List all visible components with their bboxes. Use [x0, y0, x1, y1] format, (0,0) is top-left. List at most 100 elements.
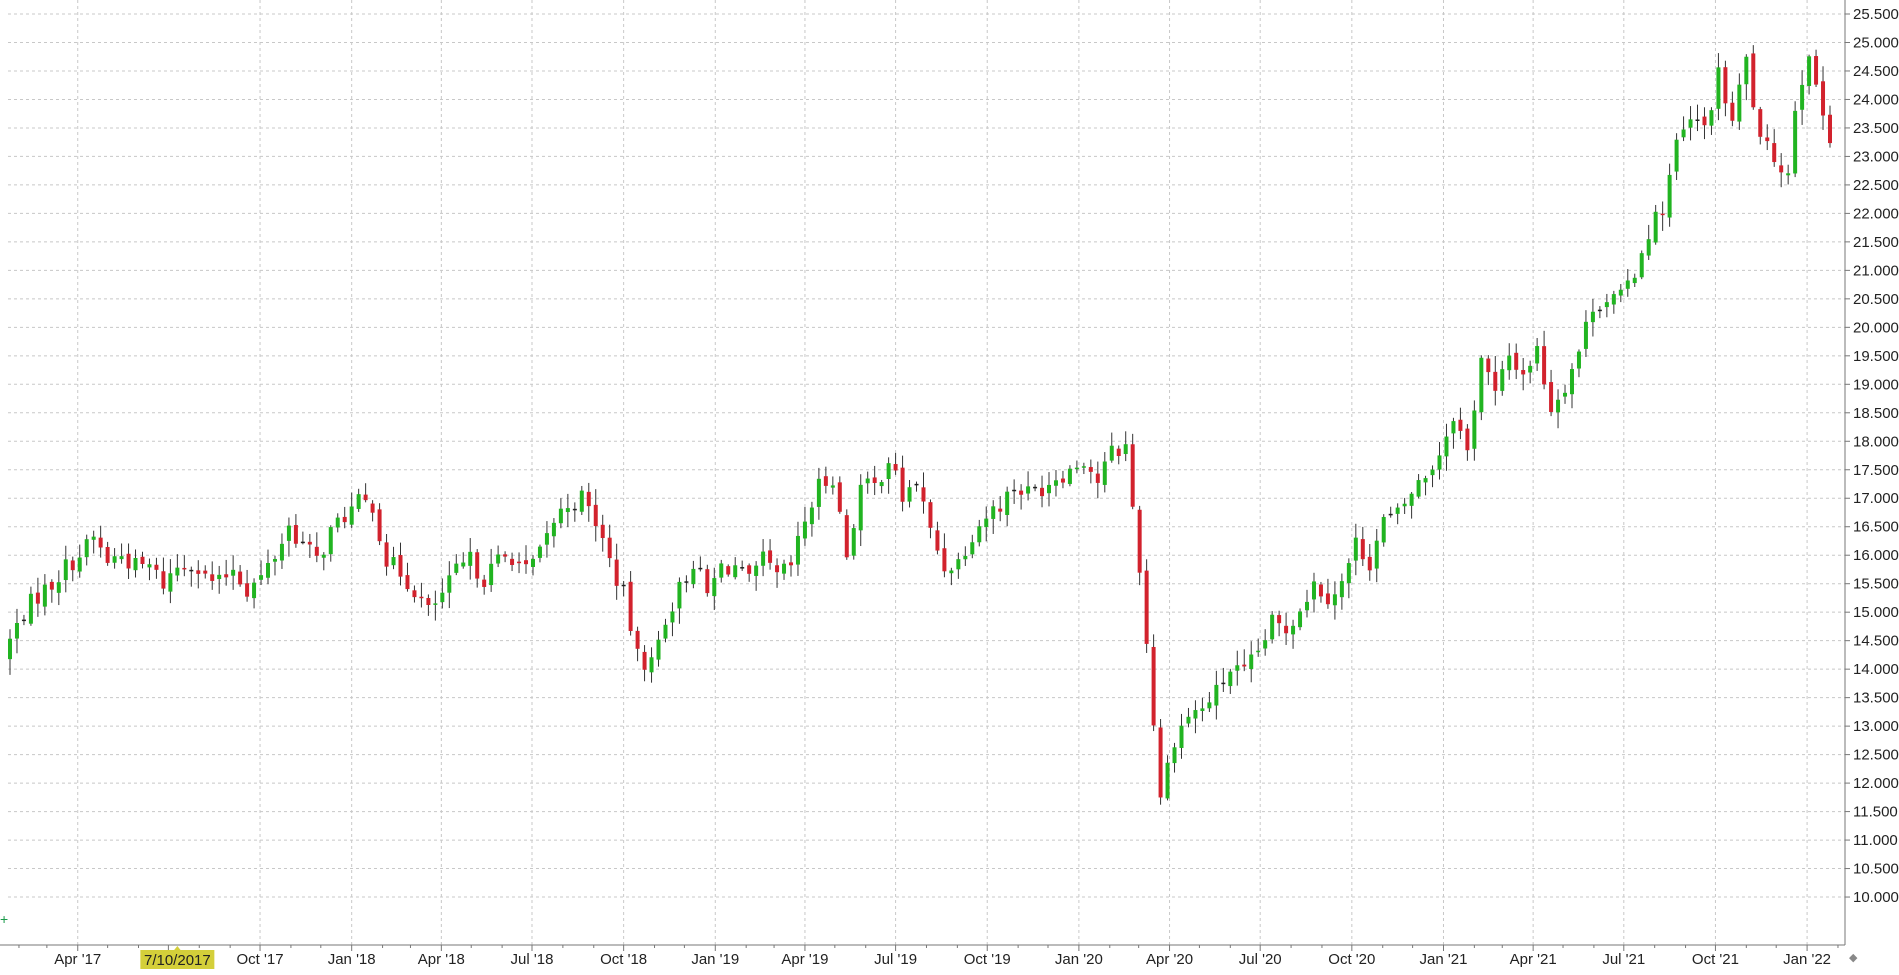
candle	[440, 578, 445, 609]
y-tick-label: 22.500	[1853, 177, 1899, 194]
y-tick-label: 10.000	[1853, 889, 1899, 906]
candle	[63, 545, 68, 593]
candle	[761, 539, 766, 577]
candle	[300, 531, 305, 545]
candle-body	[49, 581, 54, 590]
candle-body	[1109, 445, 1114, 461]
candle-body	[293, 525, 298, 544]
candle-body	[377, 509, 382, 542]
candle	[70, 556, 75, 582]
candle-body	[433, 603, 438, 605]
candle-body	[1242, 664, 1247, 667]
candle	[314, 532, 319, 563]
x-tick-label: Oct '21	[1692, 951, 1739, 968]
candle-body	[161, 571, 166, 589]
y-axis-ticks: 10.000 10.500 11.000 11.500 12.000 12.500 13.0…	[1845, 6, 1899, 906]
x-tick-label: Jul '19	[874, 951, 917, 968]
candle-body	[1611, 294, 1616, 305]
y-tick-label: 11.000	[1853, 832, 1898, 849]
scroll-right-icon[interactable]: ◆	[1849, 952, 1858, 964]
candle	[119, 543, 124, 564]
candle-body	[1667, 174, 1672, 218]
candle	[768, 539, 773, 570]
candle	[1388, 506, 1393, 518]
candle-body	[1646, 239, 1651, 256]
candle-body	[691, 568, 696, 585]
candle-body	[998, 508, 1003, 512]
candle	[349, 492, 354, 528]
candle	[1660, 201, 1665, 231]
candle-body	[928, 502, 933, 528]
candle-body	[816, 478, 821, 507]
cursor-label-box	[140, 950, 215, 969]
y-tick-label: 18.000	[1853, 433, 1899, 450]
candle-body	[1402, 503, 1407, 507]
candle-body	[823, 476, 828, 486]
scroll-left-icon[interactable]: +	[0, 911, 8, 927]
candle-body	[98, 537, 103, 548]
candle-body	[1674, 139, 1679, 172]
candle-body	[1360, 539, 1365, 560]
candle-body	[1040, 487, 1045, 497]
candle	[593, 489, 598, 542]
y-tick-label: 15.500	[1853, 576, 1899, 593]
x-tick-label: Apr '19	[781, 951, 828, 968]
candle-body	[1263, 640, 1268, 649]
candle-body	[1430, 469, 1435, 476]
candle-body	[1493, 371, 1498, 391]
x-tick-label: Oct '18	[600, 951, 647, 968]
candle-body	[1772, 143, 1777, 163]
cursor-pointer	[173, 946, 182, 951]
candle-body	[1193, 710, 1198, 719]
candle	[147, 558, 152, 581]
candle	[84, 534, 89, 566]
candle	[14, 608, 19, 654]
candle	[1242, 649, 1247, 672]
candle-body	[63, 559, 68, 581]
candle-body	[1179, 725, 1184, 748]
candle	[391, 546, 396, 570]
candle-body	[1207, 702, 1212, 709]
candle-body	[1053, 480, 1058, 486]
candle	[182, 555, 187, 577]
candle-body	[900, 467, 905, 502]
candle	[747, 563, 752, 582]
candle	[398, 542, 403, 586]
candle	[1507, 343, 1512, 380]
candle-body	[1298, 611, 1303, 628]
candle	[412, 585, 417, 603]
candle	[1674, 133, 1679, 181]
candle-body	[1353, 537, 1358, 561]
candle	[356, 488, 361, 512]
candle	[1723, 60, 1728, 117]
candle-body	[1158, 727, 1163, 798]
candle	[816, 467, 821, 520]
y-tick-label: 24.000	[1853, 91, 1899, 108]
candle	[1353, 523, 1358, 576]
candle-body	[621, 584, 626, 587]
candle-body	[1472, 410, 1477, 449]
candle-body	[705, 569, 710, 594]
candle-body	[154, 564, 159, 570]
candle	[1744, 54, 1749, 101]
candle	[1758, 106, 1763, 145]
candle-body	[1737, 84, 1742, 122]
candle	[1109, 432, 1114, 463]
candle	[154, 557, 159, 579]
candle-body	[1486, 358, 1491, 373]
candle-body	[1005, 491, 1010, 515]
candle-body	[28, 593, 33, 624]
candle-body	[698, 567, 703, 570]
candle-body	[133, 557, 138, 571]
candle-body	[1821, 81, 1826, 116]
candle-body	[231, 569, 236, 576]
candle-body	[8, 638, 12, 660]
candle-body	[252, 582, 257, 599]
candle-body	[1639, 253, 1644, 278]
candle	[1535, 337, 1540, 371]
candle-body	[977, 526, 982, 543]
y-tick-label: 17.000	[1853, 490, 1899, 507]
candle	[1249, 641, 1254, 683]
